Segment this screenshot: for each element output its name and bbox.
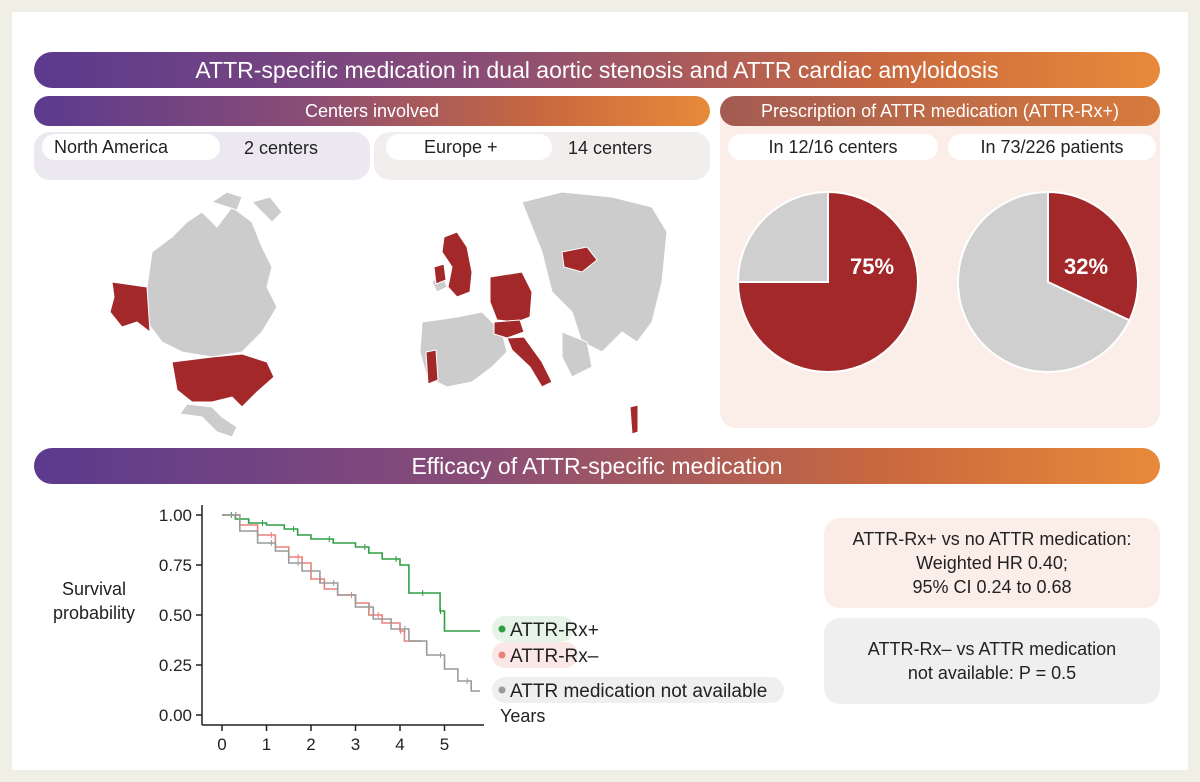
centers-pill: In 12/16 centers	[728, 134, 938, 160]
main-title: ATTR-specific medication in dual aortic …	[195, 56, 999, 83]
centers-title-banner: Centers involved	[34, 96, 710, 126]
hr-stats-box: ATTR-Rx+ vs no ATTR medication: Weighted…	[824, 518, 1160, 608]
pie-centers-slice	[736, 190, 919, 373]
pie-centers-value: 75%	[850, 254, 894, 279]
y-tick-label: 1.00	[159, 506, 192, 525]
legend-chip	[492, 642, 578, 668]
patients-pill: In 73/226 patients	[948, 134, 1156, 160]
europe-pill: Europe +	[386, 134, 552, 160]
centers-label: In 12/16 centers	[768, 136, 898, 157]
legend-marker	[498, 651, 506, 659]
survival-chart: Survival probability 0.00 0.25 0.50 0.75 1.0…	[53, 505, 784, 754]
centers-title: Centers involved	[304, 100, 440, 121]
series-line-2	[222, 514, 481, 692]
prescription-title-banner: Prescription of ATTR medication (ATTR-Rx…	[720, 96, 1160, 126]
series-line-0	[222, 514, 481, 632]
x-axis-label: Years	[500, 706, 545, 726]
x-tick-label: 2	[306, 735, 315, 754]
legend-chip	[492, 677, 784, 703]
north-america-pill: North America	[42, 134, 220, 160]
pie-centers: 75%	[736, 190, 919, 373]
main-title-banner: ATTR-specific medication in dual aortic …	[34, 52, 1160, 88]
prescription-title: Prescription of ATTR medication (ATTR-Rx…	[761, 100, 1119, 121]
legend-marker	[498, 625, 506, 633]
x-tick-label: 5	[440, 735, 449, 754]
x-tick-label: 4	[395, 735, 404, 754]
pie-patients: 32%	[956, 190, 1139, 373]
y-tick-label: 0.50	[159, 606, 192, 625]
series-line-1	[222, 514, 423, 642]
x-tick-label: 3	[351, 735, 360, 754]
europe-count: 14 centers	[568, 138, 653, 158]
pie-patients-slice	[1047, 190, 1139, 322]
legend-label: ATTR medication not available	[510, 681, 767, 702]
y-axis-label-line2: probability	[53, 603, 135, 623]
legend-chip	[492, 616, 574, 642]
legend-marker	[498, 686, 506, 694]
y-tick-label: 0.75	[159, 556, 192, 575]
y-tick-label: 0.25	[159, 656, 192, 675]
p-value-line1: ATTR-Rx– vs ATTR medication	[867, 639, 1117, 659]
p-value-box: ATTR-Rx– vs ATTR medication not availabl…	[824, 618, 1160, 704]
patients-label: In 73/226 patients	[980, 136, 1124, 157]
legend-label: ATTR-Rx–	[510, 646, 599, 667]
hr-stats-line1: ATTR-Rx+ vs no ATTR medication:	[852, 529, 1132, 549]
graphical-abstract: ATTR-specific medication in dual aortic …	[12, 12, 1188, 770]
efficacy-title-banner: Efficacy of ATTR-specific medication	[34, 448, 1160, 484]
p-value-line2: not available: P = 0.5	[907, 663, 1077, 683]
europe-label: Europe +	[424, 136, 498, 157]
x-tick-label: 0	[217, 735, 226, 754]
y-tick-label: 0.00	[159, 706, 192, 725]
pie-patients-value: 32%	[1064, 254, 1108, 279]
europe-map	[419, 192, 668, 435]
hr-stats-line3: 95% CI 0.24 to 0.68	[912, 577, 1072, 597]
legend-label: ATTR-Rx+	[510, 620, 599, 641]
efficacy-title: Efficacy of ATTR-specific medication	[411, 452, 783, 479]
north-america-label: North America	[54, 136, 169, 157]
north-america-count: 2 centers	[244, 138, 319, 158]
hr-stats-line2: Weighted HR 0.40;	[916, 553, 1068, 573]
north-america-map	[109, 192, 283, 438]
x-tick-label: 1	[262, 735, 271, 754]
y-axis-label-line1: Survival	[62, 579, 126, 599]
